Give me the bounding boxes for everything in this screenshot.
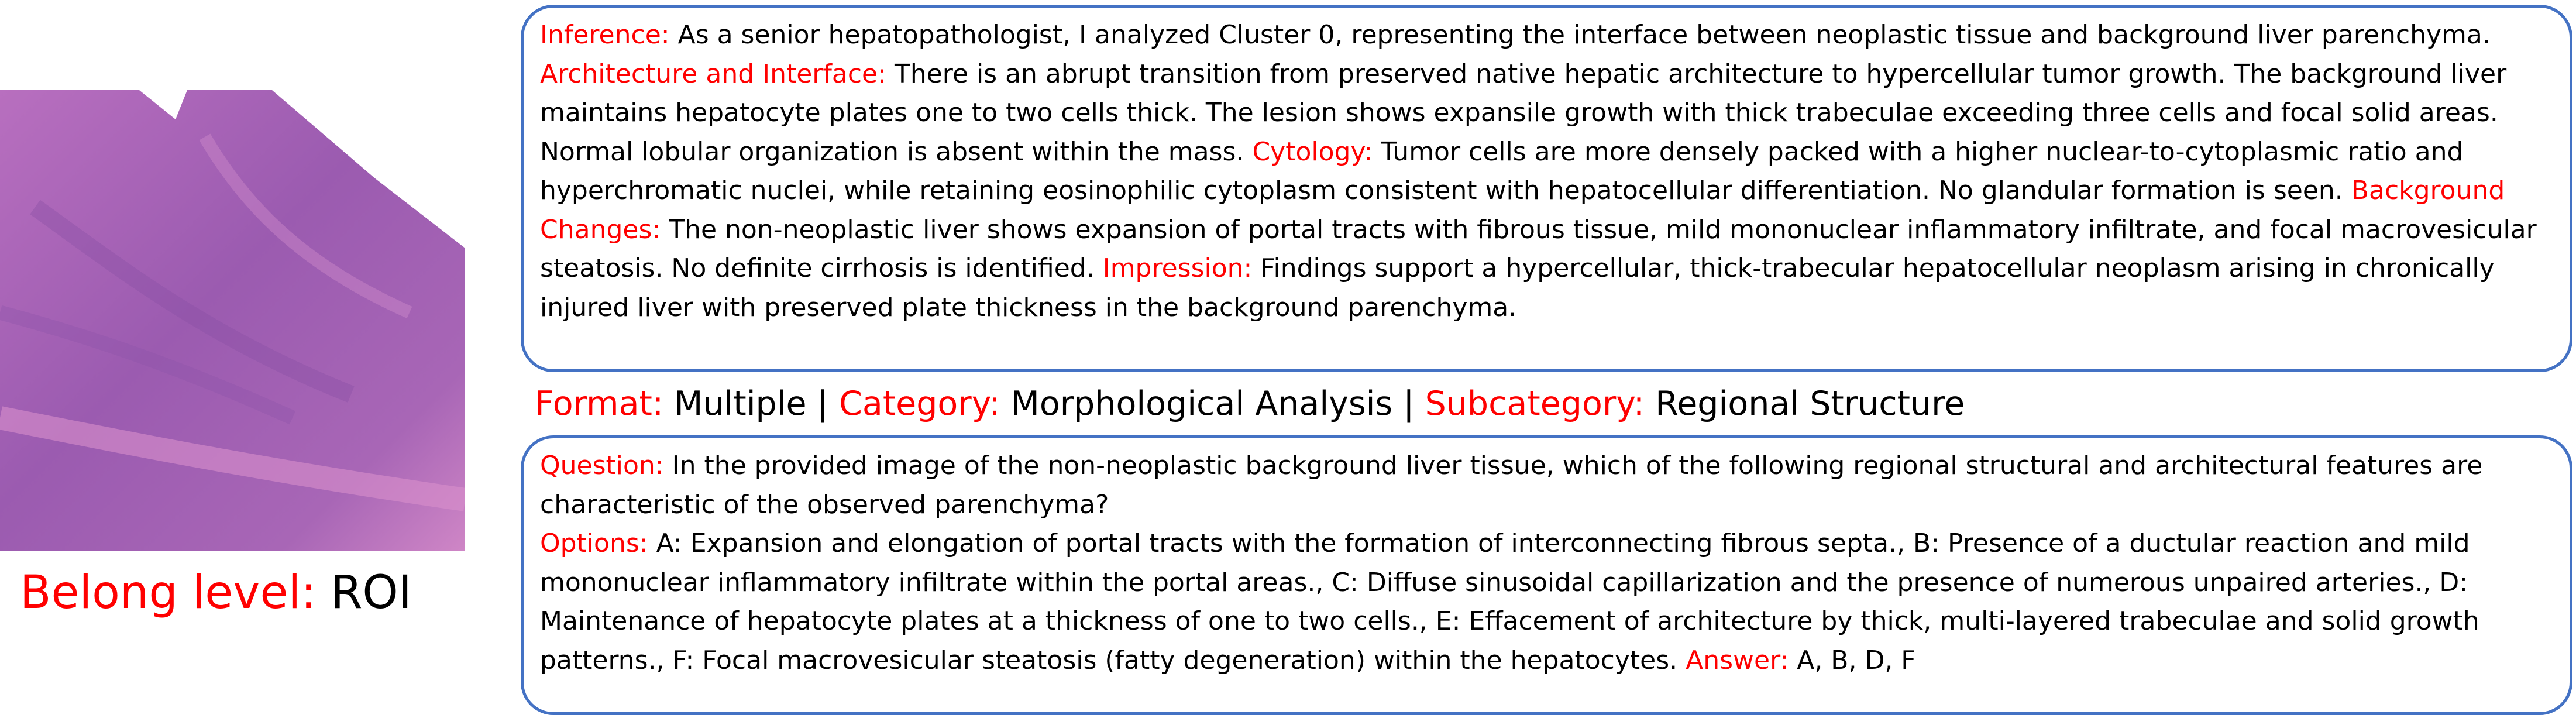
question-text: In the provided image of the non-neoplas…: [540, 451, 2483, 520]
label: Background Changes:: [540, 176, 2505, 245]
label: Architecture and Interface:: [540, 59, 886, 89]
label: Inference:: [540, 20, 670, 50]
label: Cytology:: [1252, 136, 1373, 167]
inference-text: There is an abrupt transition from prese…: [540, 59, 2507, 167]
value: ROI: [331, 566, 412, 619]
options-text: A: Expansion and elongation of portal tr…: [540, 528, 2479, 675]
label: Subcategory:: [1425, 384, 1645, 423]
meta-line: Format: Multiple | Category: Morphologic…: [535, 380, 1965, 427]
label: Impression:: [1102, 253, 1253, 283]
label: Category:: [839, 384, 1000, 423]
inference-text: Tumor cells are more densely packed with…: [540, 136, 2464, 206]
histology-image: [0, 90, 465, 551]
label: Belong level:: [20, 566, 317, 619]
separator: |: [817, 384, 828, 423]
meta-value: Regional Structure: [1655, 384, 1965, 423]
meta-value: Morphological Analysis: [1010, 384, 1393, 423]
inference-text: Findings support a hypercellular, thick-…: [540, 253, 2495, 322]
belong-level: Belong level: ROI: [20, 565, 412, 621]
inference-box: Inference: As a senior hepatopathologist…: [521, 5, 2572, 372]
question-box: Question: In the provided image of the n…: [521, 435, 2572, 715]
inference-text: As a senior hepatopathologist, I analyze…: [677, 20, 2491, 50]
meta-value: Multiple: [674, 384, 807, 423]
label: Question:: [540, 451, 664, 480]
inference-text: The non-neoplastic liver shows expansion…: [540, 214, 2537, 284]
answer-text: A, B, D, F: [1797, 645, 1916, 675]
separator: |: [1403, 384, 1415, 423]
label: Answer:: [1686, 645, 1789, 675]
label: Format:: [535, 384, 664, 423]
label: Options:: [540, 528, 648, 558]
